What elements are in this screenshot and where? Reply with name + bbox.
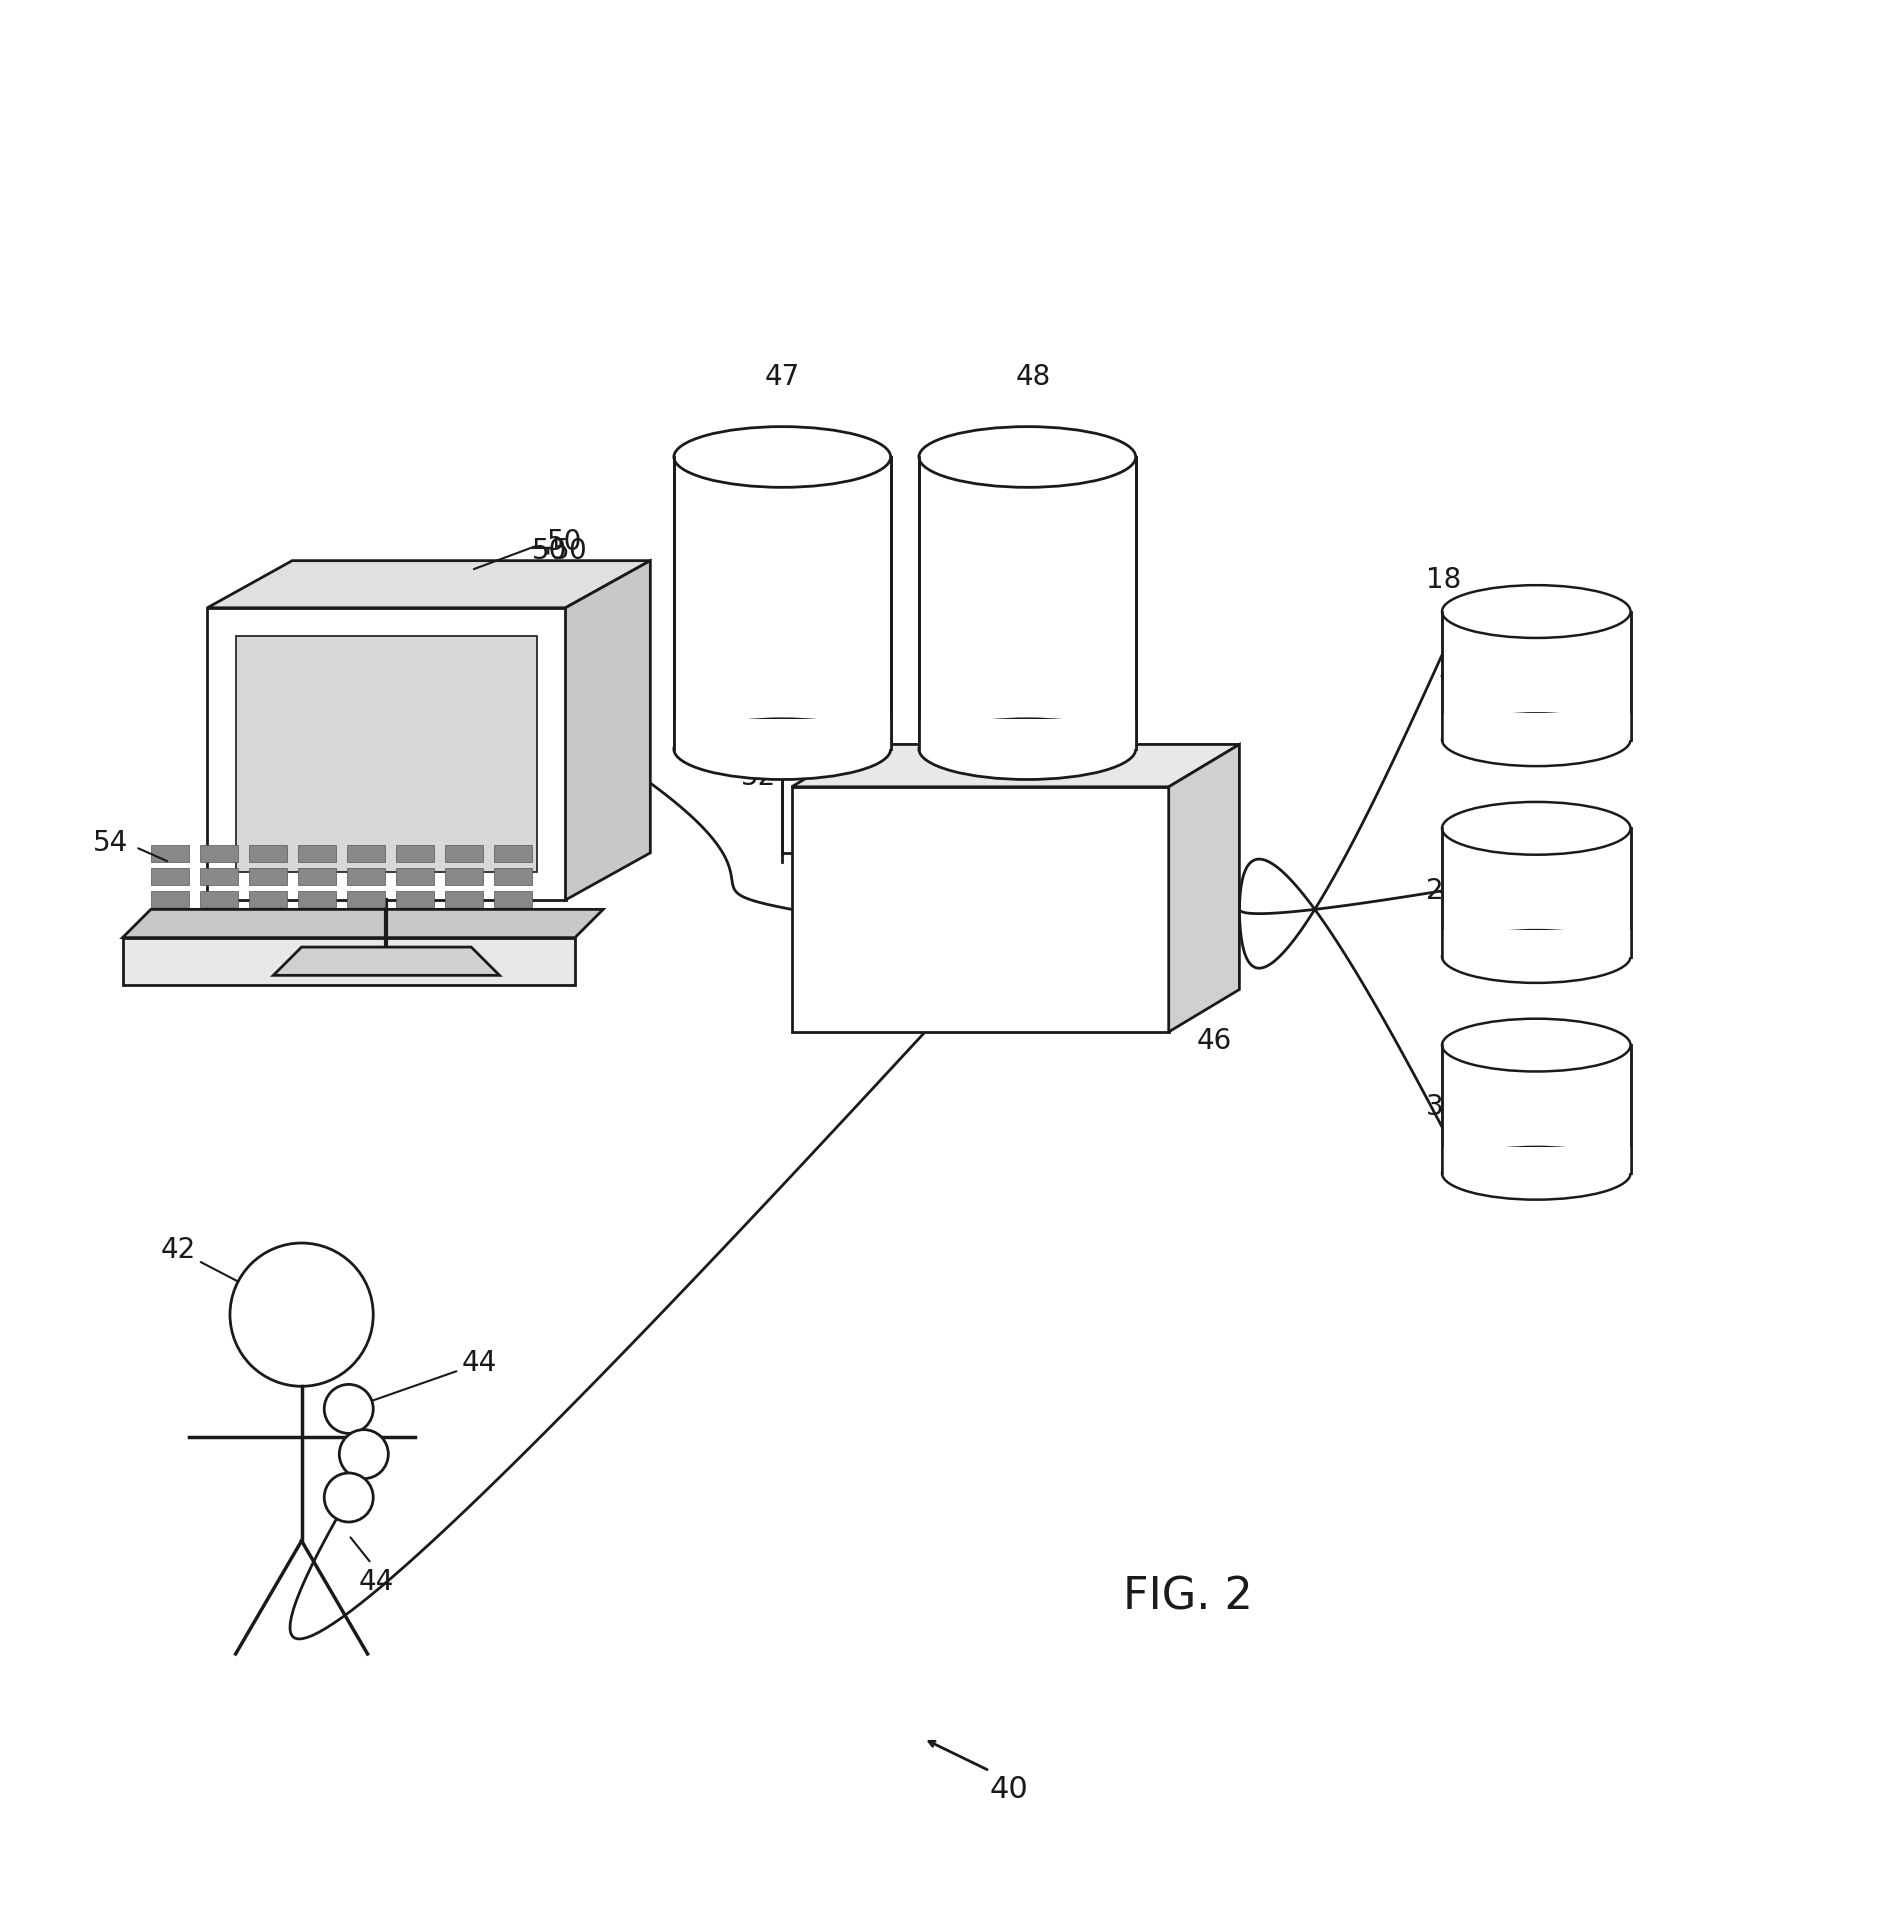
Text: $\neg$50: $\neg$50 <box>528 538 586 564</box>
Circle shape <box>324 1385 373 1433</box>
Bar <box>445 891 483 907</box>
Bar <box>396 846 434 863</box>
Circle shape <box>230 1243 373 1387</box>
Text: 50: 50 <box>547 528 582 557</box>
Polygon shape <box>207 561 650 608</box>
Bar <box>151 891 189 907</box>
Ellipse shape <box>1442 1020 1631 1071</box>
Bar <box>249 846 287 863</box>
Bar <box>200 869 238 886</box>
Bar <box>200 891 238 907</box>
Polygon shape <box>123 909 603 937</box>
Bar <box>249 869 287 886</box>
Bar <box>1442 612 1631 740</box>
Ellipse shape <box>1442 930 1631 983</box>
Bar <box>207 608 566 899</box>
Ellipse shape <box>920 427 1137 488</box>
Ellipse shape <box>1442 585 1631 637</box>
Bar <box>151 846 189 863</box>
Text: 42: 42 <box>160 1236 300 1314</box>
Bar <box>298 891 336 907</box>
Text: 44: 44 <box>351 1349 498 1408</box>
Text: 18: 18 <box>1425 566 1461 593</box>
Bar <box>200 846 238 863</box>
Text: 48: 48 <box>1016 363 1050 390</box>
Polygon shape <box>792 744 1240 786</box>
Circle shape <box>324 1473 373 1523</box>
Text: 26: 26 <box>1425 876 1461 905</box>
Text: 40: 40 <box>990 1775 1027 1804</box>
Polygon shape <box>1169 744 1240 1031</box>
Bar <box>298 846 336 863</box>
Bar <box>1442 828 1631 956</box>
Ellipse shape <box>1442 802 1631 855</box>
Circle shape <box>339 1429 388 1479</box>
Ellipse shape <box>920 719 1137 779</box>
Text: 47: 47 <box>765 363 799 390</box>
Ellipse shape <box>1442 1148 1631 1199</box>
Bar <box>1442 1044 1631 1173</box>
Text: FIG. 2: FIG. 2 <box>1123 1576 1252 1618</box>
Bar <box>236 635 537 872</box>
Bar <box>1442 714 1631 740</box>
Bar <box>675 457 890 750</box>
Polygon shape <box>566 561 650 899</box>
Text: 44: 44 <box>358 1569 394 1595</box>
Bar <box>1442 930 1631 956</box>
Bar <box>347 869 385 886</box>
Bar <box>445 846 483 863</box>
Bar <box>920 457 1137 750</box>
Bar <box>123 937 575 985</box>
Bar <box>675 719 890 750</box>
Bar <box>494 891 532 907</box>
Bar <box>1442 1148 1631 1173</box>
Bar <box>920 719 1137 750</box>
Polygon shape <box>273 947 500 976</box>
Text: 50: 50 <box>532 538 567 564</box>
Bar <box>396 891 434 907</box>
Bar <box>494 869 532 886</box>
Text: 52: 52 <box>741 763 777 792</box>
Bar <box>298 869 336 886</box>
Ellipse shape <box>675 427 892 488</box>
Ellipse shape <box>1442 714 1631 765</box>
Text: 46: 46 <box>1197 1027 1233 1056</box>
Bar <box>347 846 385 863</box>
Ellipse shape <box>675 719 892 779</box>
Bar <box>347 891 385 907</box>
Bar <box>494 846 532 863</box>
Bar <box>396 869 434 886</box>
Bar <box>151 869 189 886</box>
Text: 54: 54 <box>92 830 128 857</box>
Bar <box>249 891 287 907</box>
Text: 32: 32 <box>1425 1094 1461 1121</box>
Bar <box>792 786 1169 1031</box>
Bar <box>445 869 483 886</box>
